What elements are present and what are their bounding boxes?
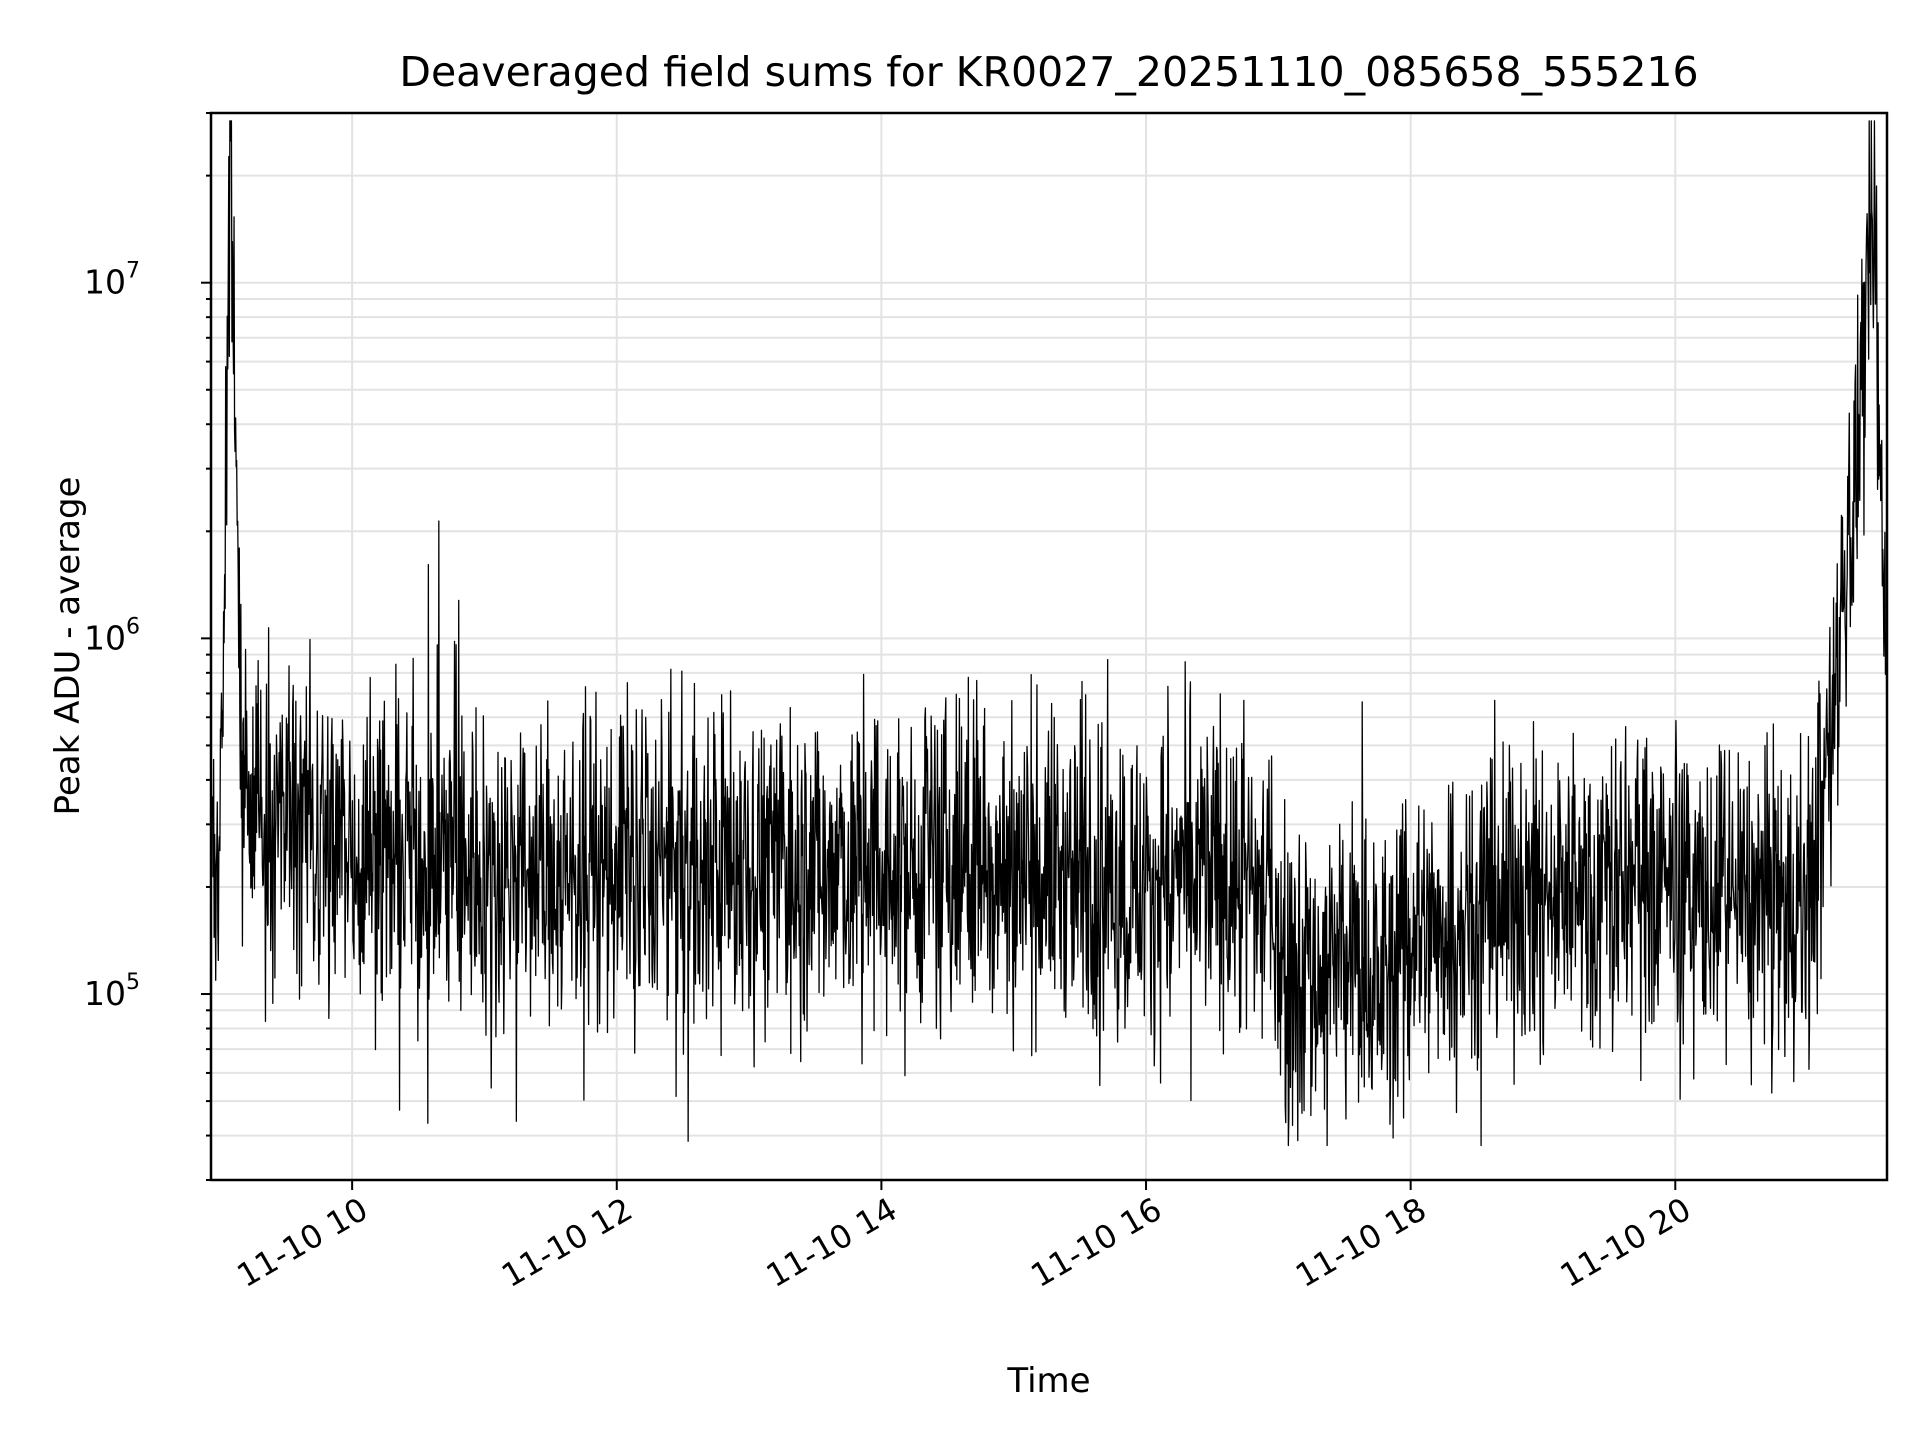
y-tick-base: 10 (84, 618, 126, 657)
y-tick-base: 10 (84, 263, 126, 302)
y-tick-base: 10 (84, 974, 126, 1013)
chart-title: Deaveraged field sums for KR0027_2025111… (399, 48, 1698, 96)
y-tick-exponent: 6 (126, 614, 140, 639)
y-tick-exponent: 7 (126, 259, 140, 284)
y-tick-exponent: 5 (126, 970, 140, 995)
y-axis-title: Peak ADU - average (48, 477, 88, 816)
x-axis-title: Time (1006, 1361, 1090, 1401)
